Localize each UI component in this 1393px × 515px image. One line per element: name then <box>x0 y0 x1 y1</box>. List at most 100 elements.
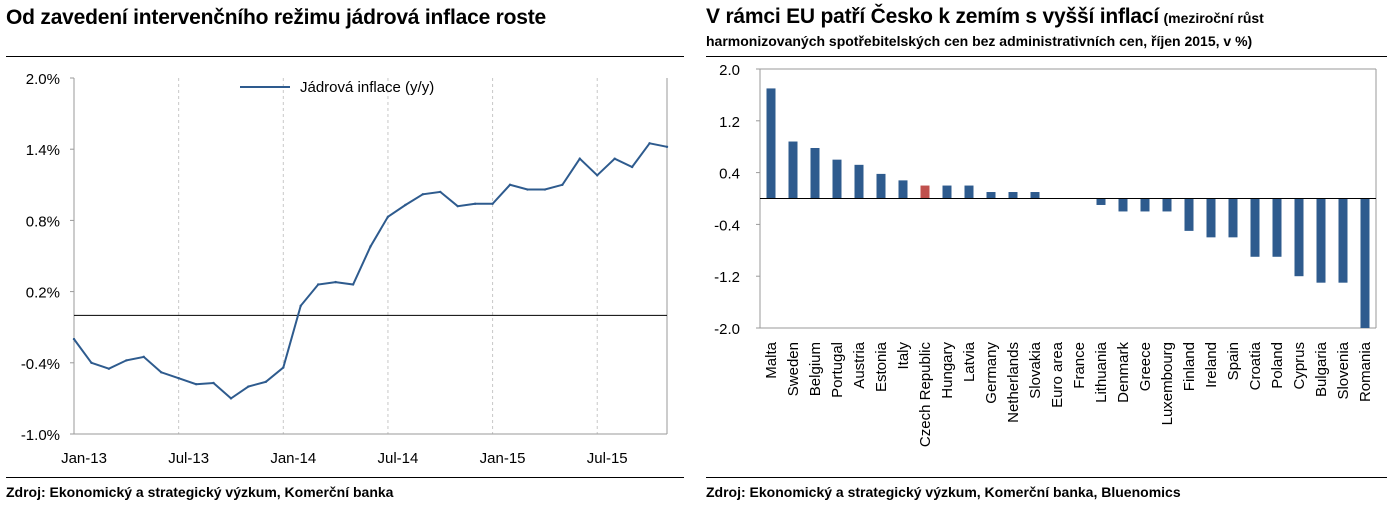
data-point <box>247 385 250 388</box>
data-point <box>160 371 163 374</box>
bar-italy <box>898 180 908 199</box>
data-point <box>439 190 442 194</box>
x-tick-label: Jul-14 <box>378 450 419 467</box>
core-inflation-line <box>73 142 668 400</box>
right-chart-title: V rámci EU patří Česko k zemím s vyšší i… <box>706 6 1386 53</box>
y-tick-label: 0.8% <box>26 213 60 230</box>
bar-cyprus <box>1294 198 1304 277</box>
data-point <box>508 183 512 186</box>
category-label: Luxembourg <box>1159 342 1176 425</box>
data-point <box>421 193 425 196</box>
data-point <box>578 157 581 160</box>
right-top-rule <box>706 56 1387 57</box>
y-tick-label: -0.4% <box>21 356 60 373</box>
x-tick-label: Jan-14 <box>270 450 316 467</box>
data-point <box>229 397 233 400</box>
bar-slovakia <box>1030 192 1040 199</box>
data-point <box>212 381 215 385</box>
core-inflation-line-chart: 2.0% 1.4% 0.8% 0.2% -0.4% -1.0%Jan-13 Jul-13 Ja… <box>21 71 669 467</box>
category-label: Finland <box>1181 342 1198 391</box>
y-tick-label: 1.4% <box>26 142 60 159</box>
category-label: Hungary <box>939 342 956 399</box>
bar-slovenia <box>1338 198 1348 283</box>
category-label: Portugal <box>829 342 846 398</box>
left-bottom-rule <box>6 477 684 478</box>
category-label: Denmark <box>1115 342 1132 403</box>
bar-belgium <box>810 147 820 199</box>
category-label: Ireland <box>1203 342 1220 388</box>
category-label: France <box>1071 342 1088 389</box>
bar-luxembourg <box>1162 198 1172 212</box>
bar-finland <box>1184 198 1194 231</box>
category-label: Italy <box>895 342 912 370</box>
bar-hungary <box>942 185 952 199</box>
data-point <box>526 188 529 191</box>
category-label: Poland <box>1269 342 1286 389</box>
eu-inflation-bar-chart: 2.0 1.2 0.4 -0.4 -1.2 -2.0 Malta Sweden Belgium P… <box>714 62 1377 448</box>
bar-bulgaria <box>1316 198 1326 283</box>
data-point <box>665 145 669 149</box>
category-label: Czech Republic <box>917 342 934 448</box>
data-point <box>142 355 145 359</box>
right-bottom-rule <box>706 477 1387 478</box>
bar-portugal <box>832 159 842 199</box>
data-point <box>90 361 93 364</box>
category-label: Austria <box>851 341 868 388</box>
data-point <box>282 366 285 369</box>
category-label: Latvia <box>961 341 978 382</box>
data-point <box>177 377 180 380</box>
bar-austria <box>854 164 864 199</box>
data-point <box>264 380 268 383</box>
x-tick-label: Jan-15 <box>480 450 526 467</box>
y-tick-label: 2.0 <box>719 62 740 79</box>
bar-germany <box>986 192 996 199</box>
data-point <box>473 202 477 205</box>
data-point <box>369 245 372 248</box>
bar-malta <box>766 88 776 199</box>
category-label: Germany <box>983 342 1000 404</box>
category-label: Slovakia <box>1027 341 1044 398</box>
y-tick-label: -1.2 <box>714 269 740 286</box>
right-panel: V rámci EU patří Česko k zemím s vyšší i… <box>700 0 1393 515</box>
y-tick-label: 0.4 <box>719 166 740 183</box>
data-point <box>561 183 564 186</box>
category-label: Malta <box>763 341 780 378</box>
category-label: Romania <box>1357 341 1374 402</box>
x-tick-label: Jul-15 <box>587 450 628 467</box>
bar-poland <box>1272 198 1282 257</box>
data-point <box>456 204 459 208</box>
left-panel: Od zavedení intervenčního režimu jádrová… <box>0 0 690 515</box>
bar-latvia <box>964 185 974 199</box>
bar-romania <box>1360 198 1370 328</box>
bar-sweden <box>788 141 798 199</box>
data-point <box>596 174 599 177</box>
data-point <box>107 367 111 370</box>
category-label: Spain <box>1225 342 1242 380</box>
data-point <box>72 337 76 341</box>
bar-czech-republic <box>920 185 930 199</box>
right-title-main: V rámci EU patří Česko k zemím s vyšší i… <box>706 5 1160 28</box>
y-tick-label: 2.0% <box>26 71 60 88</box>
x-tick-label: Jul-13 <box>168 450 209 467</box>
data-point <box>351 283 355 286</box>
x-tick-label: Jan-13 <box>61 450 107 467</box>
data-point <box>125 359 128 362</box>
right-title-note: (meziroční růst harmonizovaných spotřebi… <box>706 10 1264 49</box>
y-tick-label: 1.2 <box>719 114 740 131</box>
data-point <box>386 215 390 219</box>
data-point <box>316 283 320 286</box>
category-label: Cyprus <box>1291 342 1308 390</box>
bar-spain <box>1228 198 1238 238</box>
category-label: Croatia <box>1247 341 1264 390</box>
y-tick-label: -1.0% <box>21 427 60 444</box>
data-point <box>648 142 651 145</box>
data-point <box>630 165 634 169</box>
category-label: Netherlands <box>1005 342 1022 423</box>
bar-estonia <box>876 173 886 199</box>
data-point <box>543 188 547 191</box>
y-tick-label: 0.2% <box>26 285 60 302</box>
category-label: Lithuania <box>1093 341 1110 403</box>
category-label: Sweden <box>785 342 802 396</box>
left-source-note: Zdroj: Ekonomický a strategický výzkum, … <box>6 484 394 500</box>
category-label: Estonia <box>873 341 890 392</box>
